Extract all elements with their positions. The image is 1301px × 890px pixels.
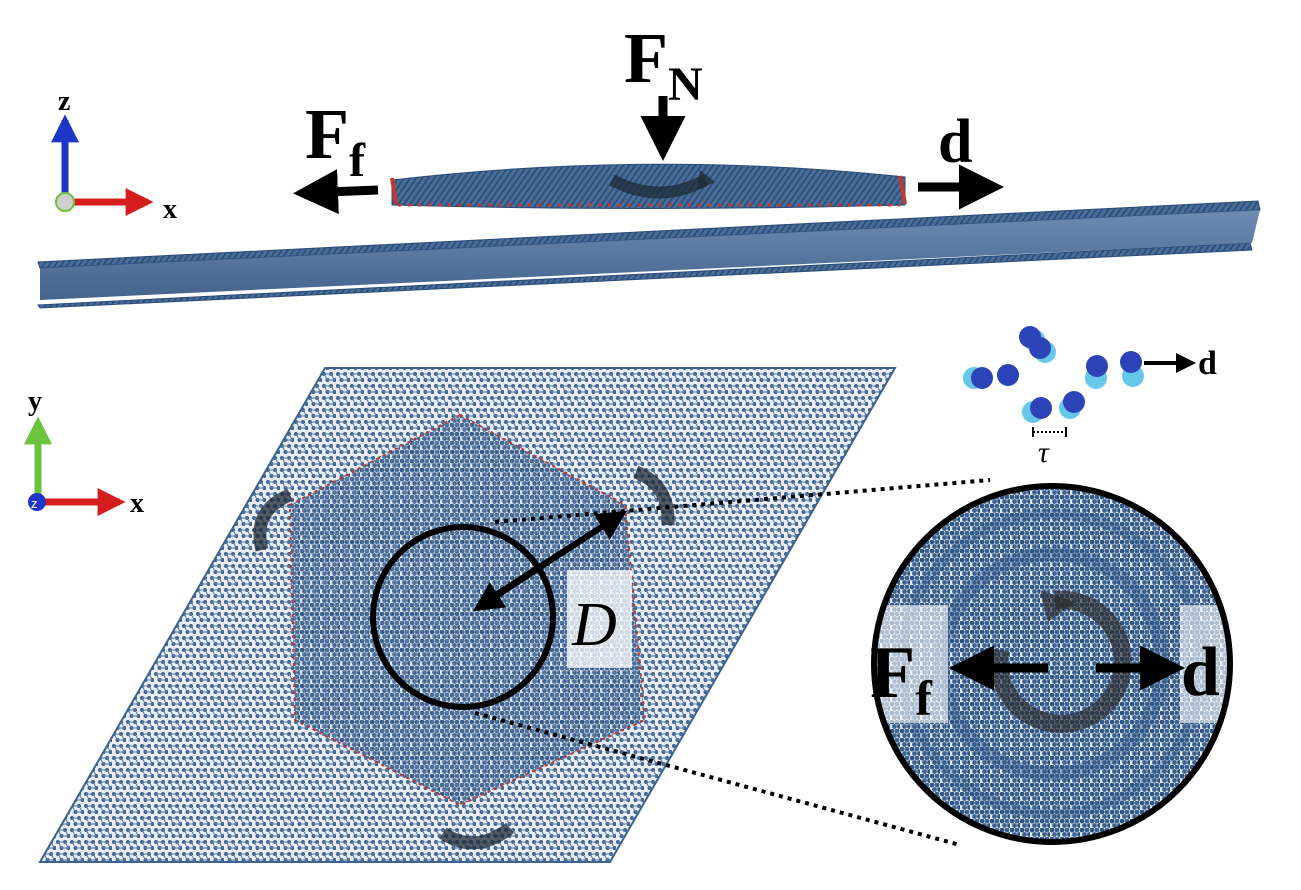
rotation-arrowhead-zoom: [1040, 590, 1075, 622]
zoom-label-box-right: [1180, 605, 1230, 723]
friction-force-label: Ff: [305, 94, 366, 187]
atom: [997, 364, 1019, 386]
axis-x-label: x: [163, 194, 177, 225]
atom: [1120, 351, 1142, 373]
tau-label: τ: [1038, 436, 1050, 469]
diameter-circle: [370, 524, 556, 710]
axis-z-label: z: [58, 86, 70, 117]
zoom-connector-top: [494, 478, 991, 524]
axes-xy: z y x: [24, 386, 144, 519]
side-view: FN Ff d z x: [37, 18, 1261, 309]
atom: [1063, 391, 1085, 413]
substrate-sheet-body: [40, 210, 1260, 300]
flake-hexagon: [290, 415, 645, 805]
zoom-displacement-label: d: [1181, 634, 1220, 711]
atom-inset: d τ: [963, 326, 1217, 469]
diameter-label-box: [567, 570, 632, 668]
rotation-arrow-zoom: [989, 590, 1132, 733]
rotation-arrowhead-side: [697, 170, 715, 190]
atom: [1030, 397, 1052, 419]
rotation-arrow-right: [633, 465, 675, 526]
diameter-arrow-in: [472, 525, 602, 612]
atom: [1086, 355, 1108, 377]
flake-hexagon-edge: [288, 413, 647, 807]
zoom-label-box-left: [874, 605, 948, 723]
rotation-arrow-side: [609, 174, 708, 199]
zoom-circle-outline: [871, 483, 1233, 845]
displacement-label: d: [938, 108, 972, 176]
axis-y-label: y: [28, 386, 42, 417]
zoom-connector-bottom: [474, 711, 961, 847]
friction-force-arrow: [293, 169, 379, 215]
normal-force-label: FN: [624, 18, 703, 111]
axes-xz: z x: [51, 86, 177, 225]
diameter-label: D: [571, 591, 617, 659]
axis-y-origin: [55, 192, 75, 212]
axis-x-label-plan: x: [130, 488, 144, 519]
rotation-arrow-bottom: [439, 822, 514, 850]
zoom-friction-label: Ff: [870, 632, 933, 726]
axis-z-origin: [28, 493, 46, 511]
flake-edge-right: [898, 175, 907, 205]
zoom-circle: Ff d: [870, 483, 1233, 845]
atom: [971, 367, 993, 389]
atom-displacement-label: d: [1198, 345, 1217, 382]
rotation-arrow-left: [253, 488, 293, 552]
atom: [1029, 337, 1051, 359]
flake-edge-left: [390, 177, 398, 205]
plan-view: D z y x: [24, 367, 991, 863]
axis-z-origin-label: z: [31, 496, 38, 511]
substrate-sheet-lower: [37, 242, 1253, 309]
